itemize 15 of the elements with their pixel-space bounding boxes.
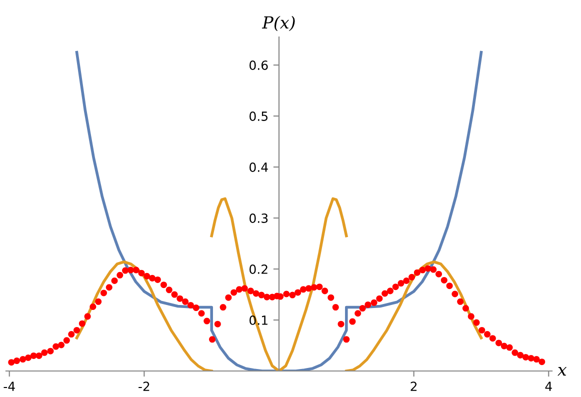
x-tick-label: 2 (410, 382, 417, 391)
line-series (75, 260, 213, 371)
x-tick-label: 4 (545, 382, 552, 391)
x-tick-label: -2 (138, 382, 150, 391)
line-series (210, 197, 348, 371)
line-series (75, 50, 483, 371)
x-tick-label: -4 (4, 382, 15, 391)
y-tick-label: 0.4 (250, 162, 268, 172)
y-tick-label: 0.5 (250, 112, 268, 121)
y-tick-label: 0.6 (250, 60, 268, 70)
line-series (345, 260, 483, 371)
y-axis-title: P(x) (262, 16, 295, 32)
y-tick-label: 0.2 (250, 264, 268, 274)
x-axis-title: x (558, 366, 567, 376)
y-tick-label: 0.3 (250, 213, 268, 223)
